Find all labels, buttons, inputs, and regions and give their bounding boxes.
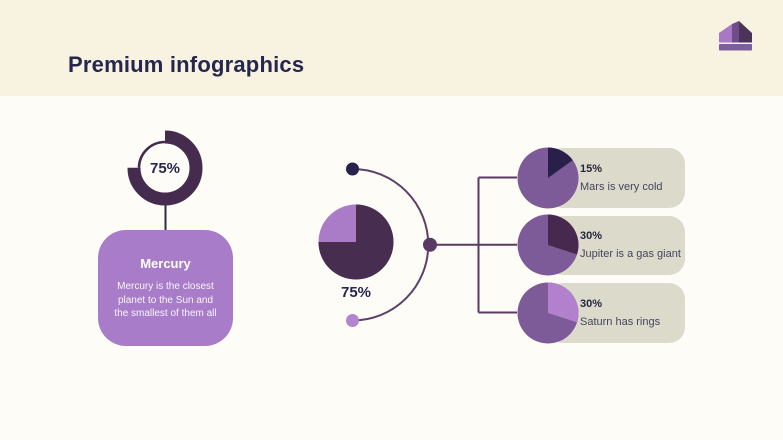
legend-label: Saturn has rings [580,315,661,328]
legend-row-saturn: 30% Saturn has rings [517,282,685,344]
legend-percent: 30% [580,297,603,310]
row-pie-chart-saturn [517,282,579,344]
mercury-card: Mercury Mercury is the closest planet to… [98,230,233,346]
donut-ring [127,130,203,206]
crown-icon [719,21,752,51]
crown-band [719,44,752,51]
legend-row-mars: 15% Mars is very cold [517,147,685,209]
crown-left-facet [719,24,732,43]
legend-row-jupiter: 30% Jupiter is a gas giant [517,214,685,276]
donut-percent-label: 75% [149,159,181,177]
crown-mid-facet [732,21,739,43]
connector-dot-bottom [346,314,359,327]
slide-header: Premium infographics [0,0,783,96]
crown-right-facet [739,21,752,43]
legend-rows: 15% Mars is very cold 30% Jupiter is a g… [517,147,685,351]
legend-text-block: 15% Mars is very cold [580,148,663,208]
main-pie-chart [318,204,394,280]
connector-dot-top [346,162,359,176]
mercury-card-title: Mercury [140,256,191,271]
main-pie-percent-label: 75% [340,284,372,301]
mercury-card-description: Mercury is the closest planet to the Sun… [114,281,217,319]
legend-percent: 15% [580,162,603,175]
legend-label: Jupiter is a gas giant [580,248,681,261]
row-pie-chart-jupiter [517,214,579,276]
legend-text-block: 30% Jupiter is a gas giant [580,216,681,276]
connector-dot-middle [423,237,437,252]
bracket-connector [429,176,517,314]
donut-chart: 75% [123,126,207,210]
page-title: Premium infographics [68,52,305,77]
legend-text-block: 30% Saturn has rings [580,283,660,343]
legend-label: Mars is very cold [580,180,663,193]
main-pie-svg [318,204,394,280]
legend-percent: 30% [580,230,603,243]
row-pie-chart-mars [517,147,579,209]
